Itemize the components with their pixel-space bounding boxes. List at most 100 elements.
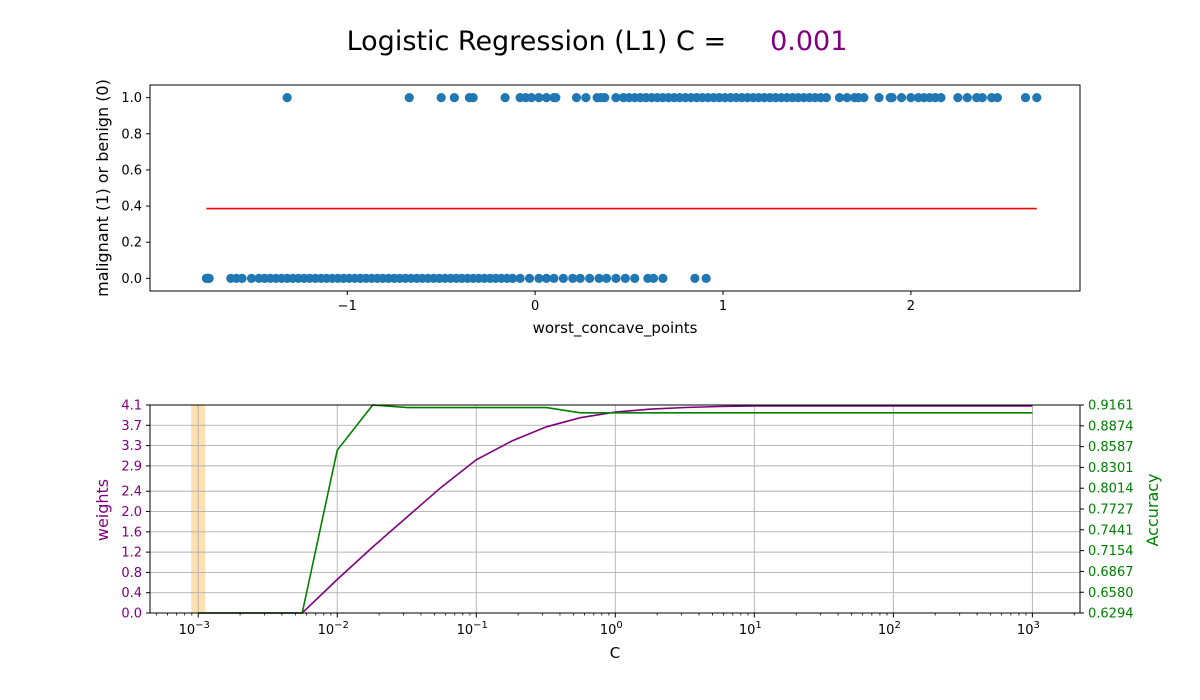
- scatter-x-tick-label: −1: [338, 299, 357, 314]
- weights-tick-label: 0.8: [121, 566, 142, 581]
- scatter-y-tick-label: 0.4: [121, 200, 142, 215]
- scatter-point: [953, 93, 963, 103]
- scatter-point: [594, 273, 604, 283]
- scatter-point: [842, 93, 852, 103]
- scatter-marks: [201, 93, 1042, 283]
- weights-tick-label: 1.2: [121, 546, 142, 561]
- scatter-point: [571, 93, 582, 103]
- weights-axis-label: weights: [93, 479, 112, 541]
- weights-tick-label: 1.6: [121, 525, 142, 540]
- regularization-x-tick-label: 100: [600, 620, 623, 638]
- scatter-point: [568, 273, 578, 283]
- accuracy-tick-label: 0.7154: [1088, 544, 1134, 559]
- scatter-point: [630, 273, 640, 283]
- chart-title: Logistic Regression (L1) C = 0.001: [347, 26, 848, 57]
- scatter-point: [859, 93, 869, 103]
- accuracy-tick-label: 0.6580: [1088, 586, 1134, 601]
- accuracy-axis-label: Accuracy: [1143, 473, 1162, 546]
- accuracy-axis-ticks: 0.6294 0.6580 0.6867 0.7154 0.7441 0.7727 0.80…: [1080, 399, 1134, 622]
- scatter-point: [204, 273, 214, 283]
- scatter-point: [821, 93, 831, 103]
- weights-tick-label: 0.0: [121, 607, 142, 622]
- scatter-point: [887, 93, 897, 103]
- scatter-point: [551, 93, 561, 103]
- scatter-x-ticks: −1 0 1 2: [338, 291, 915, 314]
- weights-axis-ticks: 0.0 0.4 0.8 1.2 1.6 2.0 2.4 2.9 3.3 3.7 4.1: [121, 399, 150, 622]
- regularization-x-tick-label: 10−1: [457, 620, 488, 638]
- regularization-marks: [198, 404, 1033, 614]
- scatter-point: [575, 273, 585, 283]
- scatter-x-tick-label: 2: [907, 299, 915, 314]
- accuracy-tick-label: 0.8014: [1088, 482, 1134, 497]
- accuracy-tick-label: 0.8874: [1088, 419, 1134, 434]
- scatter-point: [534, 273, 544, 283]
- accuracy-tick-label: 0.7441: [1088, 523, 1134, 538]
- scatter-y-tick-label: 0.2: [121, 236, 142, 251]
- scatter-point: [282, 93, 292, 103]
- scatter-point: [534, 93, 544, 103]
- scatter-point: [977, 93, 987, 103]
- regularization-x-axis-label: C: [610, 644, 620, 662]
- scatter-point: [246, 273, 257, 283]
- weights-tick-label: 2.9: [121, 459, 142, 474]
- scatter-point: [1020, 93, 1031, 103]
- scatter-point: [690, 273, 700, 283]
- scatter-plot-frame: [149, 84, 1081, 292]
- accuracy-tick-label: 0.9161: [1088, 399, 1134, 414]
- scatter-point: [436, 93, 446, 103]
- scatter-point: [658, 273, 668, 283]
- weights-tick-label: 3.7: [121, 419, 142, 434]
- accuracy-tick-label: 0.7727: [1088, 503, 1134, 518]
- scatter-point: [524, 273, 535, 283]
- scatter-point: [701, 273, 711, 283]
- regularization-x-tick-label: 101: [739, 620, 762, 638]
- regularization-x-tick-label: 103: [1017, 620, 1040, 638]
- scatter-point: [541, 273, 552, 283]
- scatter-point: [648, 273, 659, 283]
- regularization-x-tick-label: 10−3: [179, 620, 210, 638]
- regularization-x-tick-label: 10−2: [318, 620, 349, 638]
- scatter-point: [468, 93, 478, 103]
- scatter-point: [834, 93, 845, 103]
- weights-tick-label: 4.1: [121, 399, 142, 414]
- scatter-y-tick-label: 0.0: [121, 272, 142, 287]
- scatter-point: [936, 93, 946, 103]
- accuracy-tick-label: 0.6867: [1088, 565, 1134, 580]
- weights-tick-label: 0.4: [121, 586, 142, 601]
- scatter-point: [906, 93, 916, 103]
- scatter-point: [600, 93, 610, 103]
- scatter-y-tick-label: 0.6: [121, 163, 142, 178]
- weights-tick-label: 3.3: [121, 439, 142, 454]
- accuracy-tick-label: 0.8587: [1088, 440, 1134, 455]
- regularization-grid: [150, 404, 1080, 614]
- scatter-y-ticks: 0.0 0.2 0.4 0.6 0.8 1.0: [121, 91, 150, 287]
- weights-tick-label: 2.4: [121, 485, 142, 500]
- scatter-plot: −1 0 1 2 0.0 0.2 0.4 0.6 0.8 1.0 worst_concave_p…: [93, 79, 1081, 338]
- accuracy-tick-label: 0.8301: [1088, 461, 1134, 476]
- scatter-point: [581, 93, 591, 103]
- scatter-point: [237, 273, 247, 283]
- scatter-point: [620, 273, 630, 283]
- scatter-point: [874, 93, 884, 103]
- scatter-point: [611, 273, 621, 283]
- scatter-point: [1032, 93, 1042, 103]
- scatter-y-tick-label: 0.8: [121, 127, 142, 142]
- regularization-x-tick-label: 102: [878, 620, 901, 638]
- weights-tick-label: 2.0: [121, 505, 142, 520]
- scatter-x-tick-label: 1: [719, 299, 727, 314]
- scatter-point: [611, 93, 621, 103]
- regularization-x-ticks: 10−3 10−2 10−1 100 101 102 103: [155, 613, 1075, 638]
- scatter-point: [549, 273, 559, 283]
- chart-title-prefix: Logistic Regression (L1) C =: [347, 26, 727, 57]
- scatter-point: [992, 93, 1002, 103]
- scatter-x-tick-label: 0: [531, 299, 539, 314]
- chart-title-value: 0.001: [770, 26, 847, 57]
- scatter-point: [449, 93, 459, 103]
- scatter-point: [558, 273, 568, 283]
- accuracy-tick-label: 0.6294: [1088, 607, 1134, 622]
- regularization-plot: 10−3 10−2 10−1 100 101 102 103 0.0 0.4 0.8 1.2 1.6…: [93, 399, 1162, 663]
- scatter-point: [896, 93, 907, 103]
- scatter-point: [404, 93, 414, 103]
- scatter-point: [541, 93, 552, 103]
